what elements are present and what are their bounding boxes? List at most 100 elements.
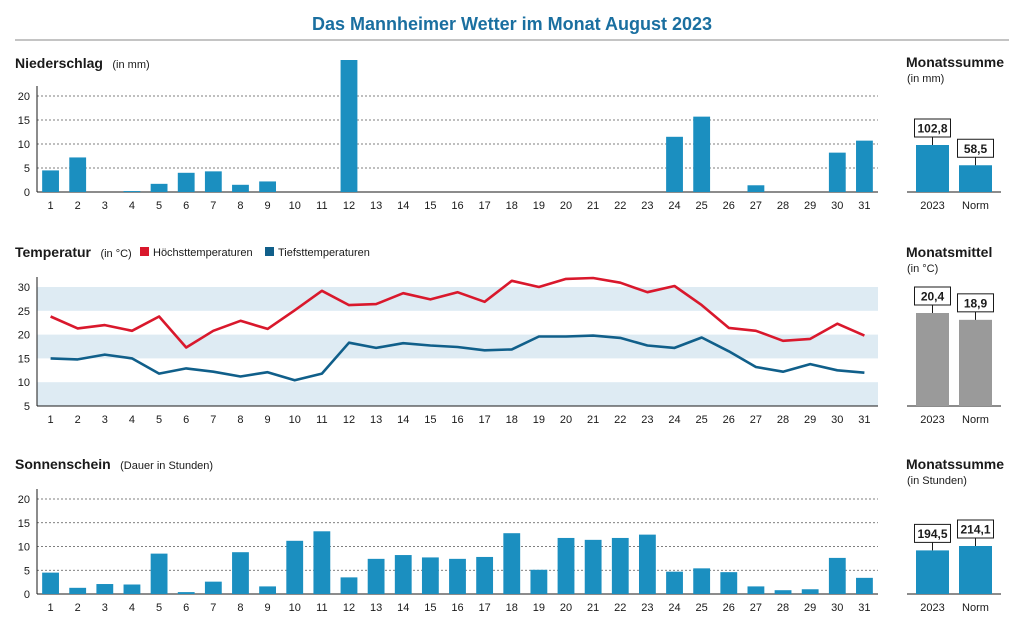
x-tick-label: 17 [479, 200, 491, 212]
bar-precip-day-25 [693, 116, 711, 192]
x-tick-label: 20 [560, 200, 572, 212]
x-tick-label: 20 [560, 414, 572, 426]
x-tick-label: 14 [397, 602, 409, 614]
x-tick-label: 6 [183, 200, 189, 212]
bar-sun-day-20 [557, 537, 575, 594]
bar-sun-day-18 [503, 533, 521, 594]
x-tick-label: 11 [316, 414, 327, 426]
x-tick-label: 28 [777, 414, 789, 426]
precipitation-summary-panel: Monatssumme (in mm) 102,8 2023 58,5 Norm [906, 54, 1004, 212]
x-tick-label: 2 [75, 200, 81, 212]
x-tick-label: 30 [831, 414, 843, 426]
category-label: Norm [962, 414, 989, 426]
x-tick-label: 26 [723, 414, 735, 426]
y-tick-label: 15 [18, 115, 30, 127]
bar-sun-day-4 [123, 584, 141, 594]
temperature-legend: Höchsttemperaturen Tiefsttemperaturen [140, 247, 370, 259]
bar-sun-day-6 [177, 592, 195, 594]
x-tick-label: 23 [641, 414, 653, 426]
legend-label-low: Tiefsttemperaturen [278, 247, 370, 259]
x-tick-label: 11 [316, 200, 327, 212]
precipitation-unit: (in mm) [112, 59, 149, 71]
bar-precip-day-27 [747, 185, 765, 192]
bar-precip-day-6 [177, 172, 195, 192]
x-tick-label: 29 [804, 200, 816, 212]
x-tick-label: 8 [237, 414, 243, 426]
bar-sun-day-23 [638, 534, 656, 594]
summary-bar-2023 [916, 145, 949, 192]
x-tick-label: 28 [777, 200, 789, 212]
x-tick-label: 27 [750, 602, 762, 614]
x-tick-label: 31 [858, 602, 870, 614]
sunshine-summary-title: Monatssumme [906, 456, 1004, 472]
y-tick-label: 20 [18, 91, 30, 103]
x-tick-label: 18 [506, 200, 518, 212]
x-tick-label: 19 [533, 414, 545, 426]
x-tick-label: 31 [858, 414, 870, 426]
x-tick-label: 25 [696, 414, 708, 426]
x-tick-label: 3 [102, 200, 108, 212]
series-line-low [50, 334, 865, 382]
bar-sun-day-21 [584, 539, 602, 594]
x-tick-label: 2 [75, 414, 81, 426]
x-tick-label: 7 [210, 602, 216, 614]
x-tick-label: 26 [723, 200, 735, 212]
bar-precip-day-24 [666, 136, 683, 192]
temp-band [37, 382, 878, 406]
sunshine-summary-unit: (in Stunden) [907, 475, 967, 487]
x-tick-label: 31 [858, 200, 870, 212]
x-tick-label: 1 [48, 602, 54, 614]
bar-sun-day-27 [747, 586, 765, 594]
bar-precip-day-4 [123, 191, 141, 192]
x-tick-label: 5 [156, 602, 162, 614]
y-tick-label: 0 [24, 589, 30, 601]
x-tick-label: 15 [424, 602, 436, 614]
value-label: 20,4 [921, 290, 945, 304]
x-tick-label: 15 [424, 414, 436, 426]
precipitation-heading: Niederschlag (in mm) [15, 55, 150, 72]
summary-bar-2023 [916, 313, 949, 406]
x-tick-label: 24 [668, 200, 680, 212]
bar-precip-day-5 [150, 183, 168, 192]
sunshine-unit: (Dauer in Stunden) [120, 460, 213, 472]
x-tick-label: 25 [696, 602, 708, 614]
value-label-box [957, 519, 994, 539]
x-tick-label: 4 [129, 200, 135, 212]
x-tick-label: 21 [587, 414, 599, 426]
value-label: 194,5 [917, 527, 947, 541]
bar-sun-day-17 [476, 556, 494, 594]
value-label-box [957, 138, 994, 158]
bar-precip-day-30 [828, 152, 846, 192]
bar-sun-day-25 [693, 568, 711, 594]
bar-sun-day-26 [720, 572, 738, 594]
x-tick-label: 14 [397, 414, 409, 426]
bar-sun-day-31 [856, 577, 873, 594]
bar-sun-day-8 [232, 552, 249, 594]
category-label: Norm [962, 200, 989, 212]
bar-sun-day-29 [801, 589, 819, 594]
x-tick-label: 6 [183, 602, 189, 614]
x-tick-label: 11 [316, 602, 327, 614]
x-tick-label: 16 [451, 414, 463, 426]
legend-swatch-low [265, 247, 274, 256]
x-tick-label: 12 [343, 602, 355, 614]
x-tick-label: 30 [831, 602, 843, 614]
x-tick-label: 12 [343, 414, 355, 426]
x-tick-label: 23 [641, 602, 653, 614]
x-tick-label: 12 [343, 200, 355, 212]
x-tick-label: 24 [668, 602, 680, 614]
bar-sun-day-5 [150, 553, 168, 594]
temperature-title: Temperatur [15, 244, 92, 260]
y-tick-label: 5 [24, 401, 30, 413]
temp-band [37, 287, 878, 311]
bar-precip-day-7 [204, 171, 222, 192]
sunshine-summary-panel: Monatssumme (in Stunden) 194,5 2023 214,1 N… [906, 456, 1004, 614]
x-tick-label: 17 [479, 602, 491, 614]
summary-bar-2023 [916, 550, 949, 594]
value-label-box [957, 293, 994, 313]
bar-sun-day-13 [367, 558, 385, 594]
x-tick-label: 23 [641, 200, 653, 212]
bar-precip-day-1 [42, 170, 59, 192]
bar-sun-day-14 [394, 555, 412, 594]
bar-sun-day-16 [449, 558, 466, 594]
